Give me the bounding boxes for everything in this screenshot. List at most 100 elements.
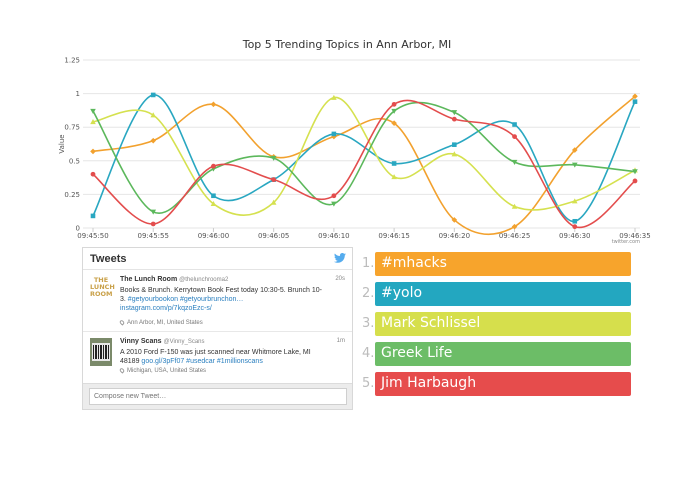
data-point[interactable]: [391, 101, 397, 107]
x-tick-label: 09:46:20: [439, 232, 470, 240]
data-point[interactable]: [511, 203, 518, 209]
tweet-author-name[interactable]: The Lunch Room: [120, 276, 178, 283]
data-point[interactable]: [90, 171, 96, 177]
x-tick-label: 09:46:30: [559, 232, 590, 240]
tweet-location-text: Michigan, USA, United States: [127, 368, 207, 374]
series-line: [92, 96, 636, 216]
rank-bar[interactable]: Greek Life: [375, 342, 631, 366]
rank-item[interactable]: 5. Jim Harbaugh: [360, 372, 632, 396]
lunch-room-avatar[interactable]: THE LUNCH ROOM: [90, 276, 115, 304]
rank-topic-label: Mark Schlissel: [381, 315, 481, 331]
tweet-author-handle[interactable]: @Vinny_Scans: [163, 339, 205, 345]
data-point[interactable]: [270, 199, 277, 205]
tweets-title[interactable]: Tweets: [90, 253, 127, 265]
x-tick-label: 09:46:35: [619, 232, 650, 240]
rank-number: 1.: [362, 256, 375, 271]
tweet-url-link[interactable]: instagram.com/p/7kqzoEzc-s/: [120, 305, 212, 312]
rank-number: 5.: [362, 376, 375, 391]
data-point[interactable]: [270, 155, 277, 161]
tweet-time[interactable]: 20s: [335, 276, 345, 282]
data-point[interactable]: [271, 177, 277, 183]
data-point[interactable]: [90, 119, 96, 125]
data-point[interactable]: [391, 108, 397, 114]
data-point[interactable]: [90, 148, 96, 155]
data-point[interactable]: [211, 193, 216, 199]
data-point[interactable]: [452, 142, 457, 147]
rank-number: 3.: [362, 316, 375, 331]
chart-title: Top 5 Trending Topics in Ann Arbor, MI: [242, 38, 452, 51]
tweet-author-name[interactable]: Vinny Scans: [120, 338, 162, 345]
data-point[interactable]: [210, 201, 217, 207]
tweet-hashtag-link[interactable]: #getyourbookon #getyourbrunchon…: [127, 296, 244, 303]
compose-tweet-input[interactable]: [89, 388, 347, 405]
rank-item[interactable]: 3. Mark Schlissel: [360, 312, 632, 336]
barcode-avatar[interactable]: [90, 338, 112, 366]
tweet-author[interactable]: The Lunch Room @thelunchrooma2: [120, 276, 228, 283]
data-point[interactable]: [331, 94, 337, 100]
y-tick-label: 1: [76, 90, 80, 98]
data-point[interactable]: [90, 108, 96, 114]
trending-ranking-list: 1. #mhacks 2. #yolo 3. Mark Schlissel 4.…: [360, 252, 632, 402]
data-point[interactable]: [572, 218, 578, 224]
rank-bar[interactable]: Mark Schlissel: [375, 312, 631, 336]
series-line: [92, 99, 636, 229]
tweet-text-line: A 2010 Ford F-150 was just scanned near …: [120, 349, 311, 356]
rank-bar[interactable]: #mhacks: [375, 252, 631, 276]
avatar-text-line: THE: [93, 276, 109, 284]
data-point[interactable]: [511, 159, 518, 165]
data-point[interactable]: [632, 93, 638, 100]
line-chart: Top 5 Trending Topics in Ann Arbor, MI V…: [58, 38, 651, 245]
data-point[interactable]: [451, 217, 458, 223]
tweet-author[interactable]: Vinny Scans @Vinny_Scans: [120, 338, 205, 345]
tweet-time[interactable]: 1m: [336, 338, 345, 344]
x-tick-label: 09:46:25: [499, 232, 530, 240]
rank-bar[interactable]: #yolo: [375, 282, 631, 306]
tweet-item[interactable]: Vinny Scans @Vinny_Scans 1m A 2010 Ford F…: [83, 332, 352, 382]
tweet-url-link[interactable]: goo.gl/3pFf07 #usedcar #1millionscans: [141, 358, 263, 365]
x-tick-label: 09:46:10: [318, 232, 349, 240]
data-point[interactable]: [150, 112, 157, 118]
data-point[interactable]: [572, 224, 578, 230]
data-point[interactable]: [632, 99, 638, 104]
data-point[interactable]: [451, 151, 458, 157]
data-point[interactable]: [391, 161, 397, 166]
data-point[interactable]: [210, 101, 217, 108]
y-tick-label: 0: [76, 225, 80, 233]
location-pin-icon: [118, 367, 126, 374]
data-point[interactable]: [451, 116, 457, 122]
rank-item[interactable]: 1. #mhacks: [360, 252, 632, 276]
data-point[interactable]: [150, 137, 157, 144]
data-point[interactable]: [632, 178, 638, 184]
y-tick-label: 0.75: [64, 124, 80, 132]
data-point[interactable]: [331, 131, 337, 137]
tweet-item[interactable]: THE LUNCH ROOM The Lunch Room @thelunchro…: [83, 270, 352, 332]
data-point[interactable]: [571, 147, 578, 153]
data-point[interactable]: [571, 162, 578, 168]
data-point[interactable]: [632, 169, 638, 175]
data-point[interactable]: [451, 110, 458, 116]
data-point[interactable]: [571, 198, 578, 204]
y-tick-label: 0.25: [64, 191, 80, 199]
data-point[interactable]: [512, 122, 517, 127]
data-point[interactable]: [150, 209, 157, 215]
rank-bar[interactable]: Jim Harbaugh: [375, 372, 631, 396]
data-point[interactable]: [150, 92, 156, 98]
twitter-bird-icon[interactable]: [334, 253, 346, 263]
series-line: [92, 94, 636, 223]
tweet-text-line: 48189 goo.gl/3pFf07 #usedcar #1millionsc…: [120, 357, 345, 366]
data-point[interactable]: [90, 213, 96, 219]
data-point[interactable]: [512, 134, 517, 140]
data-point[interactable]: [150, 221, 156, 227]
data-point[interactable]: [331, 201, 337, 207]
data-point[interactable]: [511, 223, 518, 230]
rank-item[interactable]: 4. Greek Life: [360, 342, 632, 366]
tweet-author-handle[interactable]: @thelunchrooma2: [179, 277, 229, 283]
data-point[interactable]: [391, 174, 397, 180]
data-point[interactable]: [211, 163, 216, 169]
data-point[interactable]: [331, 193, 337, 199]
tweets-header: Tweets: [83, 248, 352, 270]
rank-item[interactable]: 2. #yolo: [360, 282, 632, 306]
series-line: [92, 101, 636, 215]
data-point[interactable]: [391, 120, 397, 126]
tweet-location-text: Ann Arbor, MI, United States: [127, 320, 203, 326]
